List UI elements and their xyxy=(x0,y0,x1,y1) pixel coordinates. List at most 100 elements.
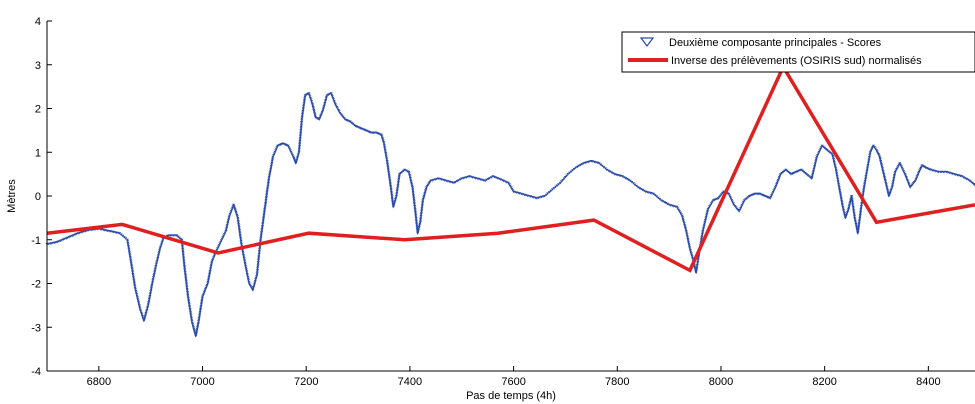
score-point xyxy=(181,246,185,249)
score-point xyxy=(812,168,816,171)
score-point xyxy=(224,228,228,231)
score-point xyxy=(457,179,461,182)
score-point xyxy=(839,193,843,197)
score-point xyxy=(339,113,343,116)
score-point xyxy=(185,286,189,289)
score-point xyxy=(308,96,312,100)
score-point xyxy=(863,183,867,186)
score-point xyxy=(565,174,569,178)
score-point xyxy=(128,255,132,259)
score-point xyxy=(688,249,692,252)
score-point xyxy=(877,154,881,157)
score-point xyxy=(131,273,135,276)
score-point xyxy=(418,221,422,224)
score-point xyxy=(224,230,228,233)
score-point xyxy=(507,183,511,186)
score-point xyxy=(198,311,202,314)
score-point xyxy=(299,132,303,135)
score-point xyxy=(409,180,413,183)
score-point xyxy=(580,163,584,166)
score-point xyxy=(129,259,133,262)
score-point xyxy=(189,317,193,320)
score-point xyxy=(237,224,241,228)
score-point xyxy=(885,187,889,191)
score-point xyxy=(238,232,242,235)
score-point xyxy=(261,220,265,223)
score-point xyxy=(746,196,750,199)
score-point xyxy=(300,121,304,124)
score-point xyxy=(511,189,515,192)
score-point xyxy=(554,185,558,189)
score-point xyxy=(419,211,423,215)
score-point xyxy=(579,163,582,167)
score-point xyxy=(301,108,305,111)
score-point xyxy=(409,181,413,185)
score-point xyxy=(572,167,576,171)
score-point xyxy=(718,194,722,198)
score-point xyxy=(387,174,391,177)
score-point xyxy=(185,288,189,291)
score-point xyxy=(202,291,206,294)
score-point xyxy=(257,254,261,258)
score-point xyxy=(182,265,186,268)
score-point xyxy=(246,274,249,277)
score-point xyxy=(544,193,548,197)
score-point xyxy=(547,191,551,194)
score-point xyxy=(882,173,886,176)
score-point xyxy=(866,162,870,165)
y-tick-label: -4 xyxy=(31,366,41,378)
score-point xyxy=(403,168,407,172)
score-point xyxy=(209,265,213,268)
score-point xyxy=(840,201,844,204)
score-point xyxy=(184,280,188,283)
score-point xyxy=(781,170,785,174)
score-point xyxy=(268,169,272,173)
score-point xyxy=(731,202,735,205)
score-point xyxy=(730,200,734,204)
score-point xyxy=(145,307,149,310)
score-point xyxy=(155,260,159,263)
score-point xyxy=(268,174,271,177)
score-point xyxy=(605,168,609,172)
score-point xyxy=(232,203,236,207)
score-point xyxy=(857,220,861,223)
score-point xyxy=(658,198,662,201)
score-point xyxy=(745,197,749,200)
score-point xyxy=(209,263,213,267)
score-point xyxy=(414,217,418,220)
score-point xyxy=(147,298,151,301)
score-point xyxy=(685,233,689,236)
score-point xyxy=(546,192,550,195)
score-point xyxy=(835,171,839,175)
score-point xyxy=(880,164,884,167)
score-point xyxy=(860,201,864,205)
score-point xyxy=(252,286,256,289)
score-point xyxy=(696,257,700,261)
score-point xyxy=(859,206,863,210)
score-point xyxy=(862,187,866,191)
score-point xyxy=(412,198,416,202)
score-point xyxy=(312,107,315,110)
score-point xyxy=(414,218,418,222)
score-point xyxy=(118,232,122,235)
score-point xyxy=(148,296,152,300)
score-point xyxy=(287,146,291,149)
score-point xyxy=(157,250,161,254)
score-point xyxy=(299,133,302,137)
score-point xyxy=(206,280,210,284)
score-point xyxy=(419,213,423,216)
score-point xyxy=(296,154,300,157)
score-point xyxy=(704,215,708,219)
score-point xyxy=(864,175,868,178)
y-axis-title: Mètres xyxy=(6,179,18,213)
score-point xyxy=(253,282,256,286)
score-point xyxy=(413,211,417,214)
score-point xyxy=(210,262,214,265)
score-point xyxy=(299,129,303,132)
score-point xyxy=(400,170,404,174)
score-point xyxy=(413,209,417,213)
score-point xyxy=(851,201,854,204)
score-point xyxy=(266,185,270,188)
score-point xyxy=(239,243,243,246)
score-point xyxy=(892,177,896,180)
